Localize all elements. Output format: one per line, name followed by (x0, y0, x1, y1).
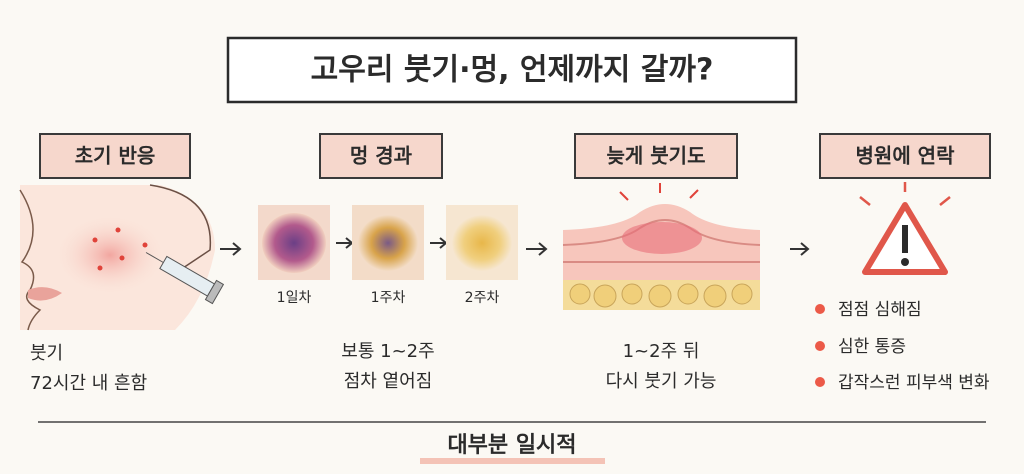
text-line: 1~2주 뒤 (623, 341, 700, 362)
bruise (358, 215, 418, 271)
skin-section (562, 183, 761, 310)
underline (420, 458, 605, 464)
heading: 늦게 붓기도 (607, 144, 706, 168)
heading: 병원에 연락 (856, 144, 956, 168)
bruise (262, 213, 326, 273)
text-line: 다시 붓기 가능 (606, 371, 717, 392)
arrow (526, 242, 548, 256)
bullet-text: 심한 통증 (838, 337, 906, 357)
bullet (815, 341, 825, 351)
bullet-text: 점점 심해짐 (838, 300, 922, 320)
arrow (430, 237, 448, 249)
footer: 대부분 일시적 (447, 433, 576, 458)
warning-icon (859, 182, 951, 275)
stage-label: 2주차 (465, 290, 500, 306)
text-line: 붓기 (30, 343, 63, 364)
heading-box (319, 133, 443, 179)
bullet (815, 377, 825, 387)
bullet (815, 304, 825, 314)
title: 고우리 붓기·멍, 언제까지 갈까? (311, 53, 714, 88)
text-line: 72시간 내 흔함 (30, 373, 147, 394)
heading-box (819, 133, 991, 179)
arrow (790, 242, 810, 256)
face-illustration (19, 184, 225, 331)
bullet-text: 갑작스런 피부색 변화 (838, 373, 990, 393)
arrow (220, 242, 242, 256)
heading: 초기 반응 (75, 144, 156, 168)
heading: 멍 경과 (350, 144, 413, 168)
stage-label: 1주차 (371, 290, 406, 306)
text-line: 보통 1~2주 (341, 341, 434, 362)
stage-label: 1일차 (277, 290, 312, 306)
text-line: 점차 옅어짐 (344, 371, 433, 392)
bruise (452, 215, 512, 271)
heading-box (574, 133, 738, 179)
heading-box (39, 133, 191, 179)
arrow (336, 237, 354, 249)
title-box (226, 36, 798, 104)
